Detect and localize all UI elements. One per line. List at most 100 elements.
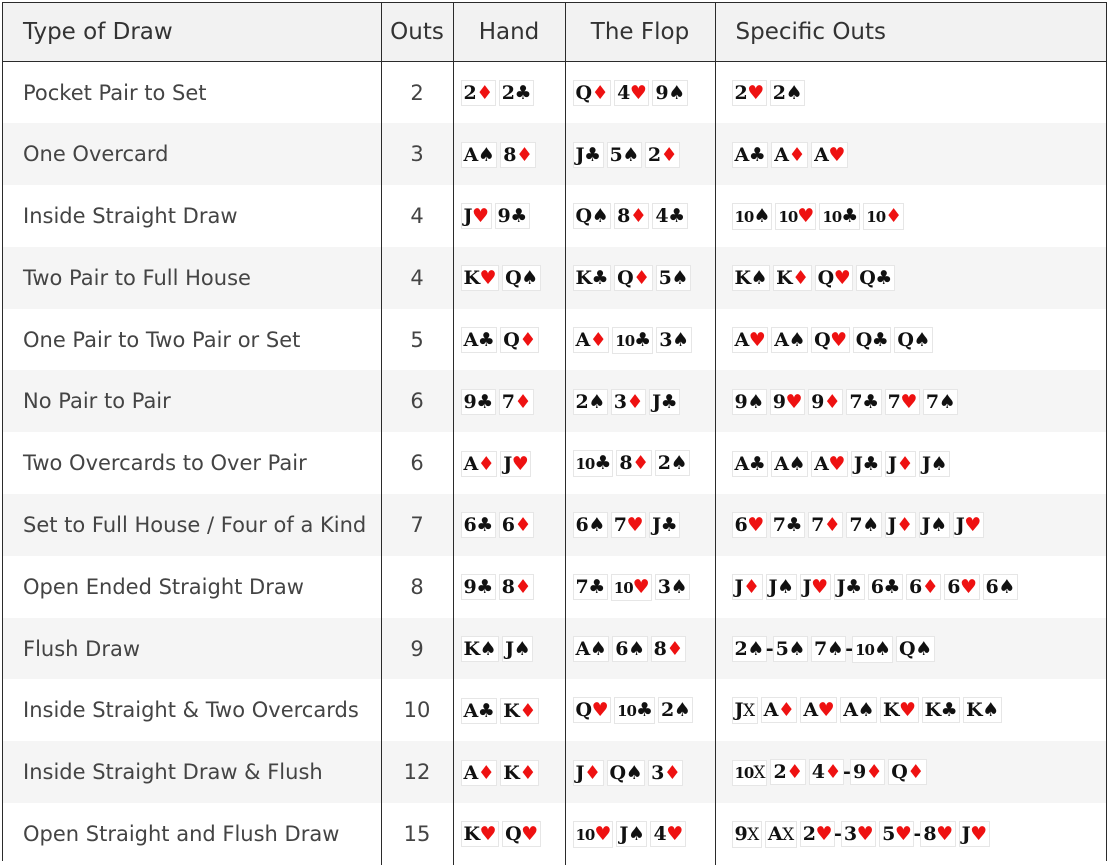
hand-cards: 9♣ 7♦ [453, 370, 566, 433]
heart-suit-icon: ♥ [666, 822, 683, 845]
playing-card: 3♥ [841, 821, 876, 846]
club-suit-icon: ♣ [476, 514, 493, 537]
spade-suit-icon: ♠ [479, 638, 497, 661]
outs-count: 8 [381, 555, 454, 618]
diamond-suit-icon: ♦ [896, 514, 913, 537]
specific-outs: A♣ A♦ A♥ [715, 123, 1106, 185]
heart-suit-icon: ♥ [785, 390, 803, 413]
table-row: Set to Full House / Four of a Kind 7 6♣ 6♦ 6… [3, 494, 1106, 556]
club-suit-icon: ♣ [845, 576, 862, 599]
playing-card: 3♠ [657, 327, 691, 352]
club-suit-icon: ♣ [584, 143, 601, 166]
playing-card: K♣ [573, 266, 611, 291]
flop-cards: K♣ Q♦ 5♠ [565, 246, 716, 309]
card-rank: J [853, 452, 863, 475]
playing-card: 7♦ [809, 513, 843, 538]
card-range: 5♥ -8♥ [880, 821, 955, 846]
table-row: One Pair to Two Pair or Set 5 A♣ Q♦ A♦ 10♣ 3♠ A… [3, 308, 1106, 371]
spade-suit-icon: ♠ [750, 267, 768, 290]
specific-outs: JX A♦ A♥ A♠ K♥ K♣ K♠ [715, 679, 1106, 741]
hand-cards: K♥ Q♥ [453, 803, 566, 865]
playing-card: A♦ [761, 698, 797, 723]
playing-card: K♥ [881, 698, 918, 723]
playing-card: A♣ [732, 142, 768, 167]
playing-card: K♣ [922, 698, 960, 723]
card-rank: 3 [659, 328, 672, 351]
card-rank: 7 [575, 575, 589, 598]
playing-card: 6♣ [868, 575, 902, 600]
hand-cards: A♠ 8♦ [453, 123, 566, 186]
card-rank: 6 [734, 514, 748, 537]
outs-count: 15 [381, 803, 454, 865]
playing-card: J♣ [650, 513, 680, 538]
playing-card: 2♣ [499, 81, 534, 106]
card-rank: 10 [617, 702, 637, 721]
card-rank: 10 [822, 207, 842, 226]
card-rank: 2 [802, 822, 816, 845]
spade-suit-icon: ♠ [826, 637, 844, 660]
card-rank: J [575, 143, 585, 166]
playing-card: J♦ [885, 451, 915, 476]
diamond-suit-icon: ♦ [519, 761, 536, 784]
playing-card: 2♠ [655, 451, 689, 476]
card-rank: K [776, 267, 793, 290]
playing-card: J♦ [732, 575, 762, 600]
club-suit-icon: ♣ [841, 204, 858, 227]
playing-card: Q♥ [815, 266, 853, 291]
diamond-suit-icon: ♦ [743, 576, 760, 599]
playing-card: 9♥ [770, 389, 805, 414]
playing-card: Q♥ [503, 822, 540, 847]
draw-type: One Pair to Two Pair or Set [3, 308, 382, 371]
draw-type: Open Ended Straight Draw [3, 555, 382, 618]
playing-card: 10♦ [864, 203, 904, 229]
spade-suit-icon: ♠ [747, 390, 764, 413]
card-rank: A [463, 452, 479, 475]
card-rank: A [734, 143, 750, 166]
playing-card: J♥ [800, 575, 830, 600]
card-rank: 7 [772, 514, 786, 537]
playing-card: 5♠ [656, 266, 690, 291]
header-row: Type of Draw Outs Hand The Flop Specific… [3, 3, 1106, 62]
card-rank: A [463, 699, 479, 722]
spade-suit-icon: ♠ [788, 329, 806, 352]
table-row: No Pair to Pair 6 9♣ 7♦ 2♠ 3♦ J♣ 9♠ 9♥ 9♦ 7♣ 7♥ 7♠ [3, 370, 1106, 433]
card-rank: J [463, 205, 473, 228]
spade-suit-icon: ♠ [521, 267, 538, 290]
card-rank: 4 [617, 82, 630, 105]
header-type-of-draw: Type of Draw [3, 3, 382, 62]
card-rank: 6 [501, 514, 515, 537]
heart-suit-icon: ♥ [629, 82, 647, 105]
playing-card: 8♦ [499, 575, 534, 600]
playing-card: 7♣ [847, 389, 881, 414]
club-suit-icon: ♣ [476, 390, 493, 413]
specific-outs: 2♥ 2♠ [715, 62, 1106, 124]
playing-card: 7♠ [847, 513, 881, 538]
diamond-suit-icon: ♦ [632, 452, 649, 475]
card-rank: J [575, 761, 585, 784]
playing-card: J♥ [461, 204, 491, 229]
table-row: One Overcard 3 A♠ 8♦ J♣ 5♠ 2♦ A♣ A♦ A♥ [3, 123, 1106, 186]
poker-outs-table: Type of Draw Outs Hand The Flop Specific… [3, 3, 1106, 865]
header-outs: Outs [381, 3, 454, 62]
hand-cards: J♥ 9♣ [453, 185, 566, 247]
card-rank: J [887, 452, 897, 475]
card-rank: 6 [615, 638, 629, 661]
card-rank: A [814, 452, 829, 475]
club-suit-icon: ♣ [940, 699, 958, 722]
card-rank: Q [505, 267, 522, 290]
draw-type: Pocket Pair to Set [3, 61, 382, 124]
club-suit-icon: ♣ [785, 514, 803, 537]
card-rank: A [463, 329, 479, 352]
playing-card: J♥ [501, 451, 531, 476]
diamond-suit-icon: ♦ [589, 328, 607, 351]
spade-suit-icon: ♠ [591, 205, 609, 228]
specific-outs: A♣ A♠ A♥ J♣ J♦ J♠ [715, 432, 1106, 494]
card-rank: Q [609, 761, 627, 784]
flop-cards: Q♦ 4♥ 9♠ [565, 61, 716, 124]
hand-cards: A♦ J♥ [453, 432, 566, 495]
card-rank: A [774, 329, 789, 352]
spade-suit-icon: ♠ [668, 82, 685, 105]
diamond-suit-icon: ♦ [824, 761, 842, 784]
playing-card: A♦ [573, 327, 609, 352]
card-rank: Q [575, 82, 593, 105]
